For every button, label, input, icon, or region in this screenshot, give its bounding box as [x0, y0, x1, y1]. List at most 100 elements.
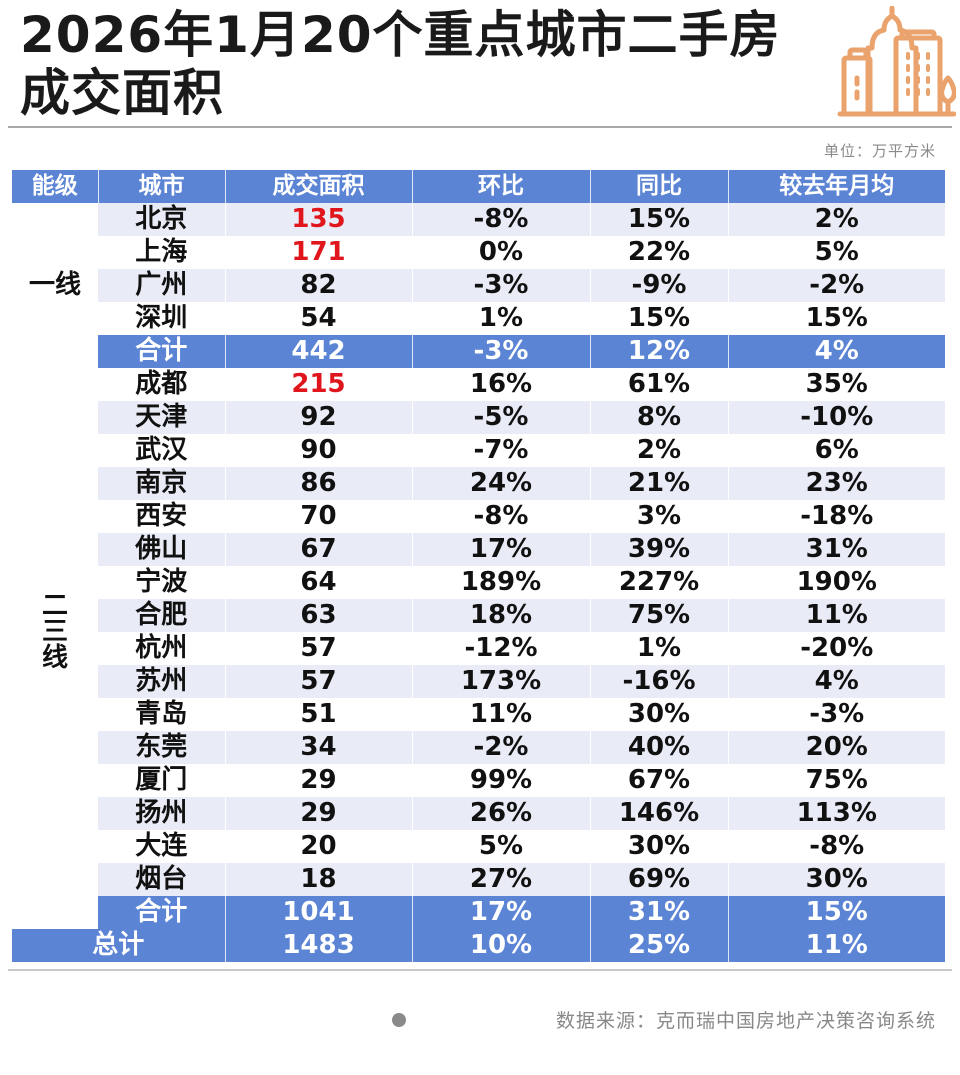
area-value: 171 [224, 236, 412, 269]
vs-avg-value: 190% [727, 566, 945, 599]
table-row: 武汉 90 -7% 2% 6% [12, 434, 945, 467]
page-title: 2026年1月20个重点城市二手房 成交面积 [20, 6, 820, 122]
area-value: 54 [224, 302, 412, 335]
city-name: 北京 [98, 203, 225, 236]
table-row: 深圳 54 1% 15% 15% [12, 302, 945, 335]
mom-value: -8% [411, 203, 590, 236]
city-name: 西安 [98, 500, 225, 533]
title-divider [8, 126, 952, 128]
city-name: 青岛 [98, 698, 225, 731]
area-value: 86 [224, 467, 412, 500]
yoy-value: 39% [589, 533, 728, 566]
table-row: 佛山 67 17% 39% 31% [12, 533, 945, 566]
yoy-value: 15% [589, 203, 728, 236]
vs-avg-value: 2% [727, 203, 945, 236]
area-value: 63 [224, 599, 412, 632]
city-name: 天津 [98, 401, 225, 434]
mom-value: 99% [411, 764, 590, 797]
vs-avg-value: 113% [727, 797, 945, 830]
yoy-value: 30% [589, 830, 728, 863]
title-line-1: 2026年1月20个重点城市二手房 [20, 6, 781, 64]
area-value: 67 [224, 533, 412, 566]
city-name: 厦门 [98, 764, 225, 797]
table-row: 大连 20 5% 30% -8% [12, 830, 945, 863]
mom-value: 24% [411, 467, 590, 500]
vs-avg-value: 31% [727, 533, 945, 566]
area-value: 92 [224, 401, 412, 434]
yoy-value: 22% [589, 236, 728, 269]
yoy-value: 1% [589, 632, 728, 665]
city-name: 扬州 [98, 797, 225, 830]
bullet-dot-icon [392, 1013, 406, 1027]
yoy-value: 40% [589, 731, 728, 764]
subtotal-yoy: 31% [589, 896, 728, 929]
yoy-value: 146% [589, 797, 728, 830]
tier-label: 一线 [12, 203, 98, 368]
city-name: 大连 [98, 830, 225, 863]
area-value: 18 [224, 863, 412, 896]
yoy-value: 3% [589, 500, 728, 533]
transaction-table: 能级 城市 成交面积 环比 同比 较去年月均 一线 北京 135 -8% 15% 2% 上海… [12, 170, 945, 962]
city-buildings-icon [837, 6, 956, 117]
table-row: 一线 北京 135 -8% 15% 2% [12, 203, 945, 368]
subtotal-label: 合计 [98, 896, 225, 929]
vs-avg-value: 6% [727, 434, 945, 467]
area-value: 90 [224, 434, 412, 467]
mom-value: -3% [411, 269, 590, 302]
table-row: 苏州 57 173% -16% 4% [12, 665, 945, 698]
total-row: 总计 1483 10% 25% 11% [12, 929, 945, 962]
area-value: 29 [224, 764, 412, 797]
subtotal-row: 合计 1041 17% 31% 15% [12, 896, 945, 929]
mom-value: 11% [411, 698, 590, 731]
table-row: 东莞 34 -2% 40% 20% [12, 731, 945, 764]
city-name: 深圳 [98, 302, 225, 335]
mom-value: 173% [411, 665, 590, 698]
mom-value: -2% [411, 731, 590, 764]
subtotal-area: 1041 [224, 896, 412, 929]
data-source: 数据来源：克而瑞中国房地产决策咨询系统 [555, 1010, 936, 1032]
table-row: 合肥 63 18% 75% 11% [12, 599, 945, 632]
yoy-value: -16% [589, 665, 728, 698]
area-value: 57 [224, 665, 412, 698]
subtotal-vs-avg: 15% [727, 896, 945, 929]
city-name: 南京 [98, 467, 225, 500]
tier-label: 二三线 [12, 368, 98, 896]
table-row: 宁波 64 189% 227% 190% [12, 566, 945, 599]
table-row: 西安 70 -8% 3% -18% [12, 500, 945, 533]
table-row: 厦门 29 99% 67% 75% [12, 764, 945, 797]
mom-value: 27% [411, 863, 590, 896]
title-line-2: 成交面积 [20, 64, 224, 122]
yoy-value: 21% [589, 467, 728, 500]
table-row: 扬州 29 26% 146% 113% [12, 797, 945, 830]
total-vs-avg: 11% [727, 929, 945, 962]
table-body: 一线 北京 135 -8% 15% 2% 上海 171 0% 22% 5% 广州 82 -3% -9% -2%… [12, 203, 945, 962]
yoy-value: 2% [589, 434, 728, 467]
city-name: 东莞 [98, 731, 225, 764]
subtotal-label: 合计 [98, 335, 225, 368]
footer-divider [8, 969, 952, 971]
mom-value: 16% [411, 368, 590, 401]
table-row: 天津 92 -5% 8% -10% [12, 401, 945, 434]
vs-avg-value: -2% [727, 269, 945, 302]
yoy-value: 61% [589, 368, 728, 401]
table-header-row: 能级 城市 成交面积 环比 同比 较去年月均 [12, 170, 945, 203]
total-yoy: 25% [589, 929, 728, 962]
mom-value: -5% [411, 401, 590, 434]
yoy-value: 227% [589, 566, 728, 599]
mom-value: 17% [411, 533, 590, 566]
vs-avg-value: -18% [727, 500, 945, 533]
column-header-yoy: 同比 [589, 170, 728, 203]
city-name: 上海 [98, 236, 225, 269]
city-name: 佛山 [98, 533, 225, 566]
area-value: 51 [224, 698, 412, 731]
column-header-mom: 环比 [411, 170, 590, 203]
table-row: 二三线 成都 215 16% 61% 35% [12, 368, 945, 896]
area-value: 29 [224, 797, 412, 830]
area-value: 34 [224, 731, 412, 764]
table-row: 杭州 57 -12% 1% -20% [12, 632, 945, 665]
mom-value: 5% [411, 830, 590, 863]
city-name: 合肥 [98, 599, 225, 632]
yoy-value: 8% [589, 401, 728, 434]
subtotal-mom: -3% [411, 335, 590, 368]
mom-value: 0% [411, 236, 590, 269]
